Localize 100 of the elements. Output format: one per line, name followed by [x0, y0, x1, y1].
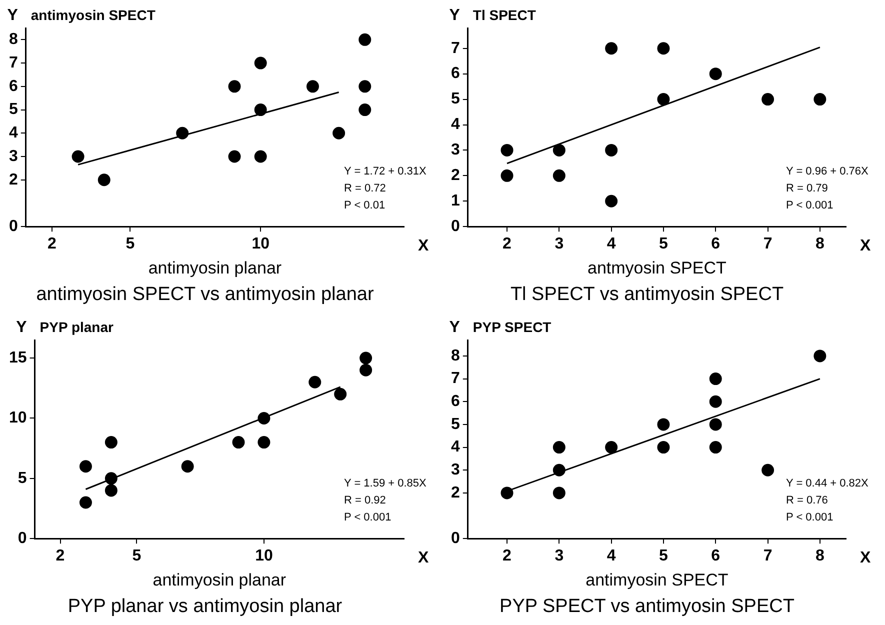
- x-axis-title: antmyosin SPECT: [588, 258, 726, 278]
- point: [232, 436, 245, 449]
- text: X: [418, 238, 429, 255]
- annotation: P < 0.001: [344, 512, 392, 524]
- point: [709, 395, 722, 408]
- text: X: [860, 550, 871, 567]
- point: [104, 436, 118, 449]
- point: [104, 484, 118, 497]
- y-axis-title: PYP planar: [40, 319, 114, 335]
- y-tick-label: 2: [8, 171, 18, 188]
- point: [360, 352, 372, 364]
- x-tick-label: 5: [126, 236, 135, 253]
- x-tick-label: 5: [132, 548, 142, 565]
- annotation: R = 0.92: [344, 494, 386, 507]
- point: [258, 436, 270, 449]
- point: [762, 93, 774, 106]
- y-tick-label: 3: [8, 148, 18, 165]
- x-tick-label: 10: [252, 236, 270, 253]
- point: [358, 80, 372, 93]
- point: [552, 486, 566, 500]
- text: PYP planar vs antimyosin planar: [68, 596, 343, 617]
- point: [104, 472, 118, 485]
- x-tick-label: 10: [255, 548, 273, 565]
- y-tick-label: 5: [450, 416, 460, 433]
- annotation: Y = 0.44 + 0.82X: [786, 478, 870, 490]
- y-tick-label: 2: [450, 484, 460, 502]
- y-tick-label: 6: [8, 78, 18, 95]
- x-tick-label: 2: [48, 236, 57, 253]
- y-tick-label: 4: [8, 124, 18, 142]
- point: [181, 460, 194, 473]
- point: [500, 486, 514, 500]
- y-tick-label: 0: [450, 530, 460, 548]
- x-tick-label: 4: [606, 236, 616, 253]
- y-tick-label: 1: [450, 192, 460, 210]
- x-tick-label: 6: [711, 548, 720, 565]
- text: X: [418, 550, 429, 567]
- point: [605, 441, 618, 454]
- x-tick-label: 7: [763, 548, 772, 565]
- y-tick-label: 6: [450, 65, 460, 82]
- point: [657, 418, 670, 431]
- y-tick-label: 8: [450, 347, 460, 364]
- x-tick-label: 3: [554, 236, 564, 253]
- text: Y: [16, 319, 28, 336]
- point: [657, 93, 670, 106]
- x-axis-title: antimyosin SPECT: [586, 570, 728, 590]
- point: [500, 144, 514, 156]
- point: [79, 460, 92, 473]
- point: [657, 441, 670, 454]
- x-tick-label: 8: [815, 548, 824, 565]
- point: [176, 126, 189, 140]
- text: Tl SPECT vs antimyosin SPECT: [510, 284, 784, 305]
- y-tick-label: 6: [450, 393, 460, 410]
- x-axis-title: antimyosin planar: [148, 258, 282, 278]
- y-tick-label: 5: [18, 470, 27, 487]
- y-tick-label: 10: [9, 410, 27, 427]
- text: X: [860, 238, 871, 255]
- point: [79, 496, 92, 509]
- point: [254, 104, 267, 116]
- y-tick-label: 4: [450, 116, 460, 134]
- point: [72, 150, 84, 163]
- y-tick-label: 3: [450, 142, 460, 159]
- y-tick-label: 7: [450, 40, 460, 57]
- text: antimyosin SPECT vs antimyosin planar: [36, 284, 374, 305]
- x-tick-label: 2: [502, 236, 512, 253]
- point: [814, 350, 826, 362]
- annotation: P < 0.001: [786, 200, 834, 212]
- point: [605, 42, 618, 55]
- x-axis-title: antimyosin planar: [152, 570, 286, 590]
- y-tick-label: 15: [9, 349, 27, 366]
- annotation: Y = 0.96 + 0.76X: [786, 166, 870, 178]
- y-tick-label: 2: [450, 167, 460, 184]
- annotation: P < 0.001: [786, 512, 834, 524]
- y-tick-label: 5: [450, 90, 460, 108]
- point: [552, 441, 566, 454]
- point: [657, 42, 670, 55]
- x-tick-label: 2: [56, 548, 65, 565]
- point: [258, 412, 270, 424]
- y-tick-label: 4: [450, 438, 460, 456]
- point: [814, 93, 826, 106]
- point: [709, 418, 722, 431]
- point: [500, 169, 514, 182]
- point: [709, 372, 722, 386]
- point: [254, 56, 267, 70]
- point: [709, 68, 722, 80]
- point: [228, 150, 241, 163]
- y-tick-label: 0: [18, 530, 27, 548]
- y-tick-label: 5: [8, 101, 18, 118]
- x-tick-label: 5: [659, 236, 668, 253]
- point: [308, 376, 322, 388]
- y-tick-label: 8: [8, 31, 18, 48]
- y-tick-label: 7: [450, 370, 460, 388]
- y-tick-label: 0: [450, 218, 460, 236]
- y-axis-title: antimyosin SPECT: [30, 7, 156, 23]
- point: [306, 80, 319, 93]
- point: [360, 364, 372, 376]
- annotation: P < 0.01: [344, 200, 386, 212]
- annotation: R = 0.79: [786, 182, 828, 195]
- y-tick-label: 3: [450, 462, 460, 479]
- point: [254, 150, 267, 163]
- text: Y: [7, 7, 18, 24]
